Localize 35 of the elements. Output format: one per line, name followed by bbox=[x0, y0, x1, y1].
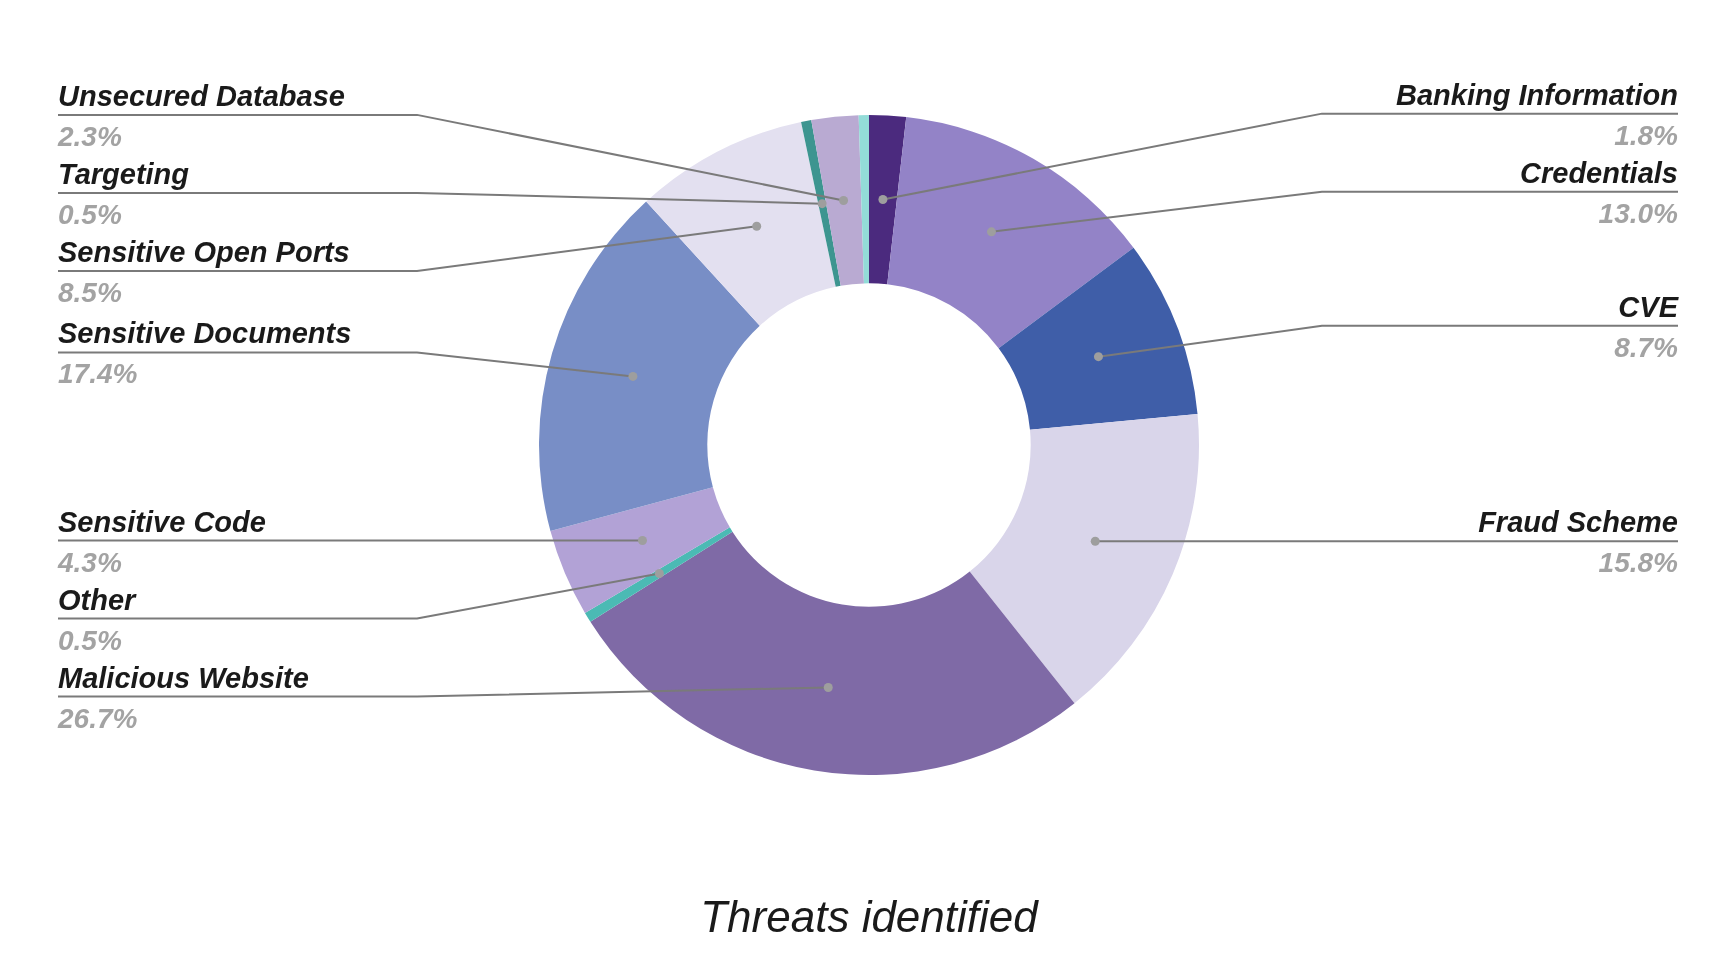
slice-label: Unsecured Database bbox=[58, 79, 345, 112]
data-label: 8.7% bbox=[1614, 331, 1679, 363]
slice-label: Malicious Website bbox=[58, 661, 309, 694]
donut-slice bbox=[584, 527, 733, 622]
data-label: 0.5% bbox=[58, 198, 122, 230]
slice-label: CVE bbox=[1618, 290, 1680, 323]
donut-slice bbox=[869, 115, 907, 285]
donut-slice bbox=[811, 115, 864, 286]
donut-slice bbox=[590, 531, 1075, 775]
slice-label: Sensitive Documents bbox=[58, 317, 352, 350]
slice-label: Credentials bbox=[1520, 156, 1678, 189]
slice-label: Banking Information bbox=[1396, 78, 1678, 111]
data-label: 15.8% bbox=[1598, 547, 1679, 579]
slice-label: Sensitive Open Ports bbox=[58, 235, 350, 268]
donut-slice bbox=[969, 413, 1199, 704]
slice-label: Targeting bbox=[58, 157, 190, 190]
data-label: 2.3% bbox=[57, 120, 122, 152]
donut-slice bbox=[887, 117, 1134, 349]
data-label: 1.8% bbox=[1614, 119, 1679, 151]
data-label: 0.5% bbox=[58, 624, 122, 656]
slice-label: Sensitive Code bbox=[58, 505, 266, 538]
slice-label: Fraud Scheme bbox=[1478, 506, 1678, 539]
data-label: 26.7% bbox=[57, 702, 138, 734]
data-label: 4.3% bbox=[57, 546, 122, 578]
donut-slice bbox=[998, 247, 1198, 430]
data-label: 8.5% bbox=[58, 276, 122, 308]
donut-slice bbox=[801, 120, 841, 287]
slice-label: Other bbox=[58, 583, 138, 616]
data-label: 13.0% bbox=[1598, 197, 1679, 229]
donut-slice bbox=[646, 122, 836, 326]
donut-slice bbox=[550, 487, 730, 613]
data-label: 17.4% bbox=[58, 358, 138, 390]
donut-slice bbox=[539, 201, 760, 532]
donut-slice bbox=[858, 115, 869, 284]
text: Threats identified bbox=[700, 892, 1040, 941]
